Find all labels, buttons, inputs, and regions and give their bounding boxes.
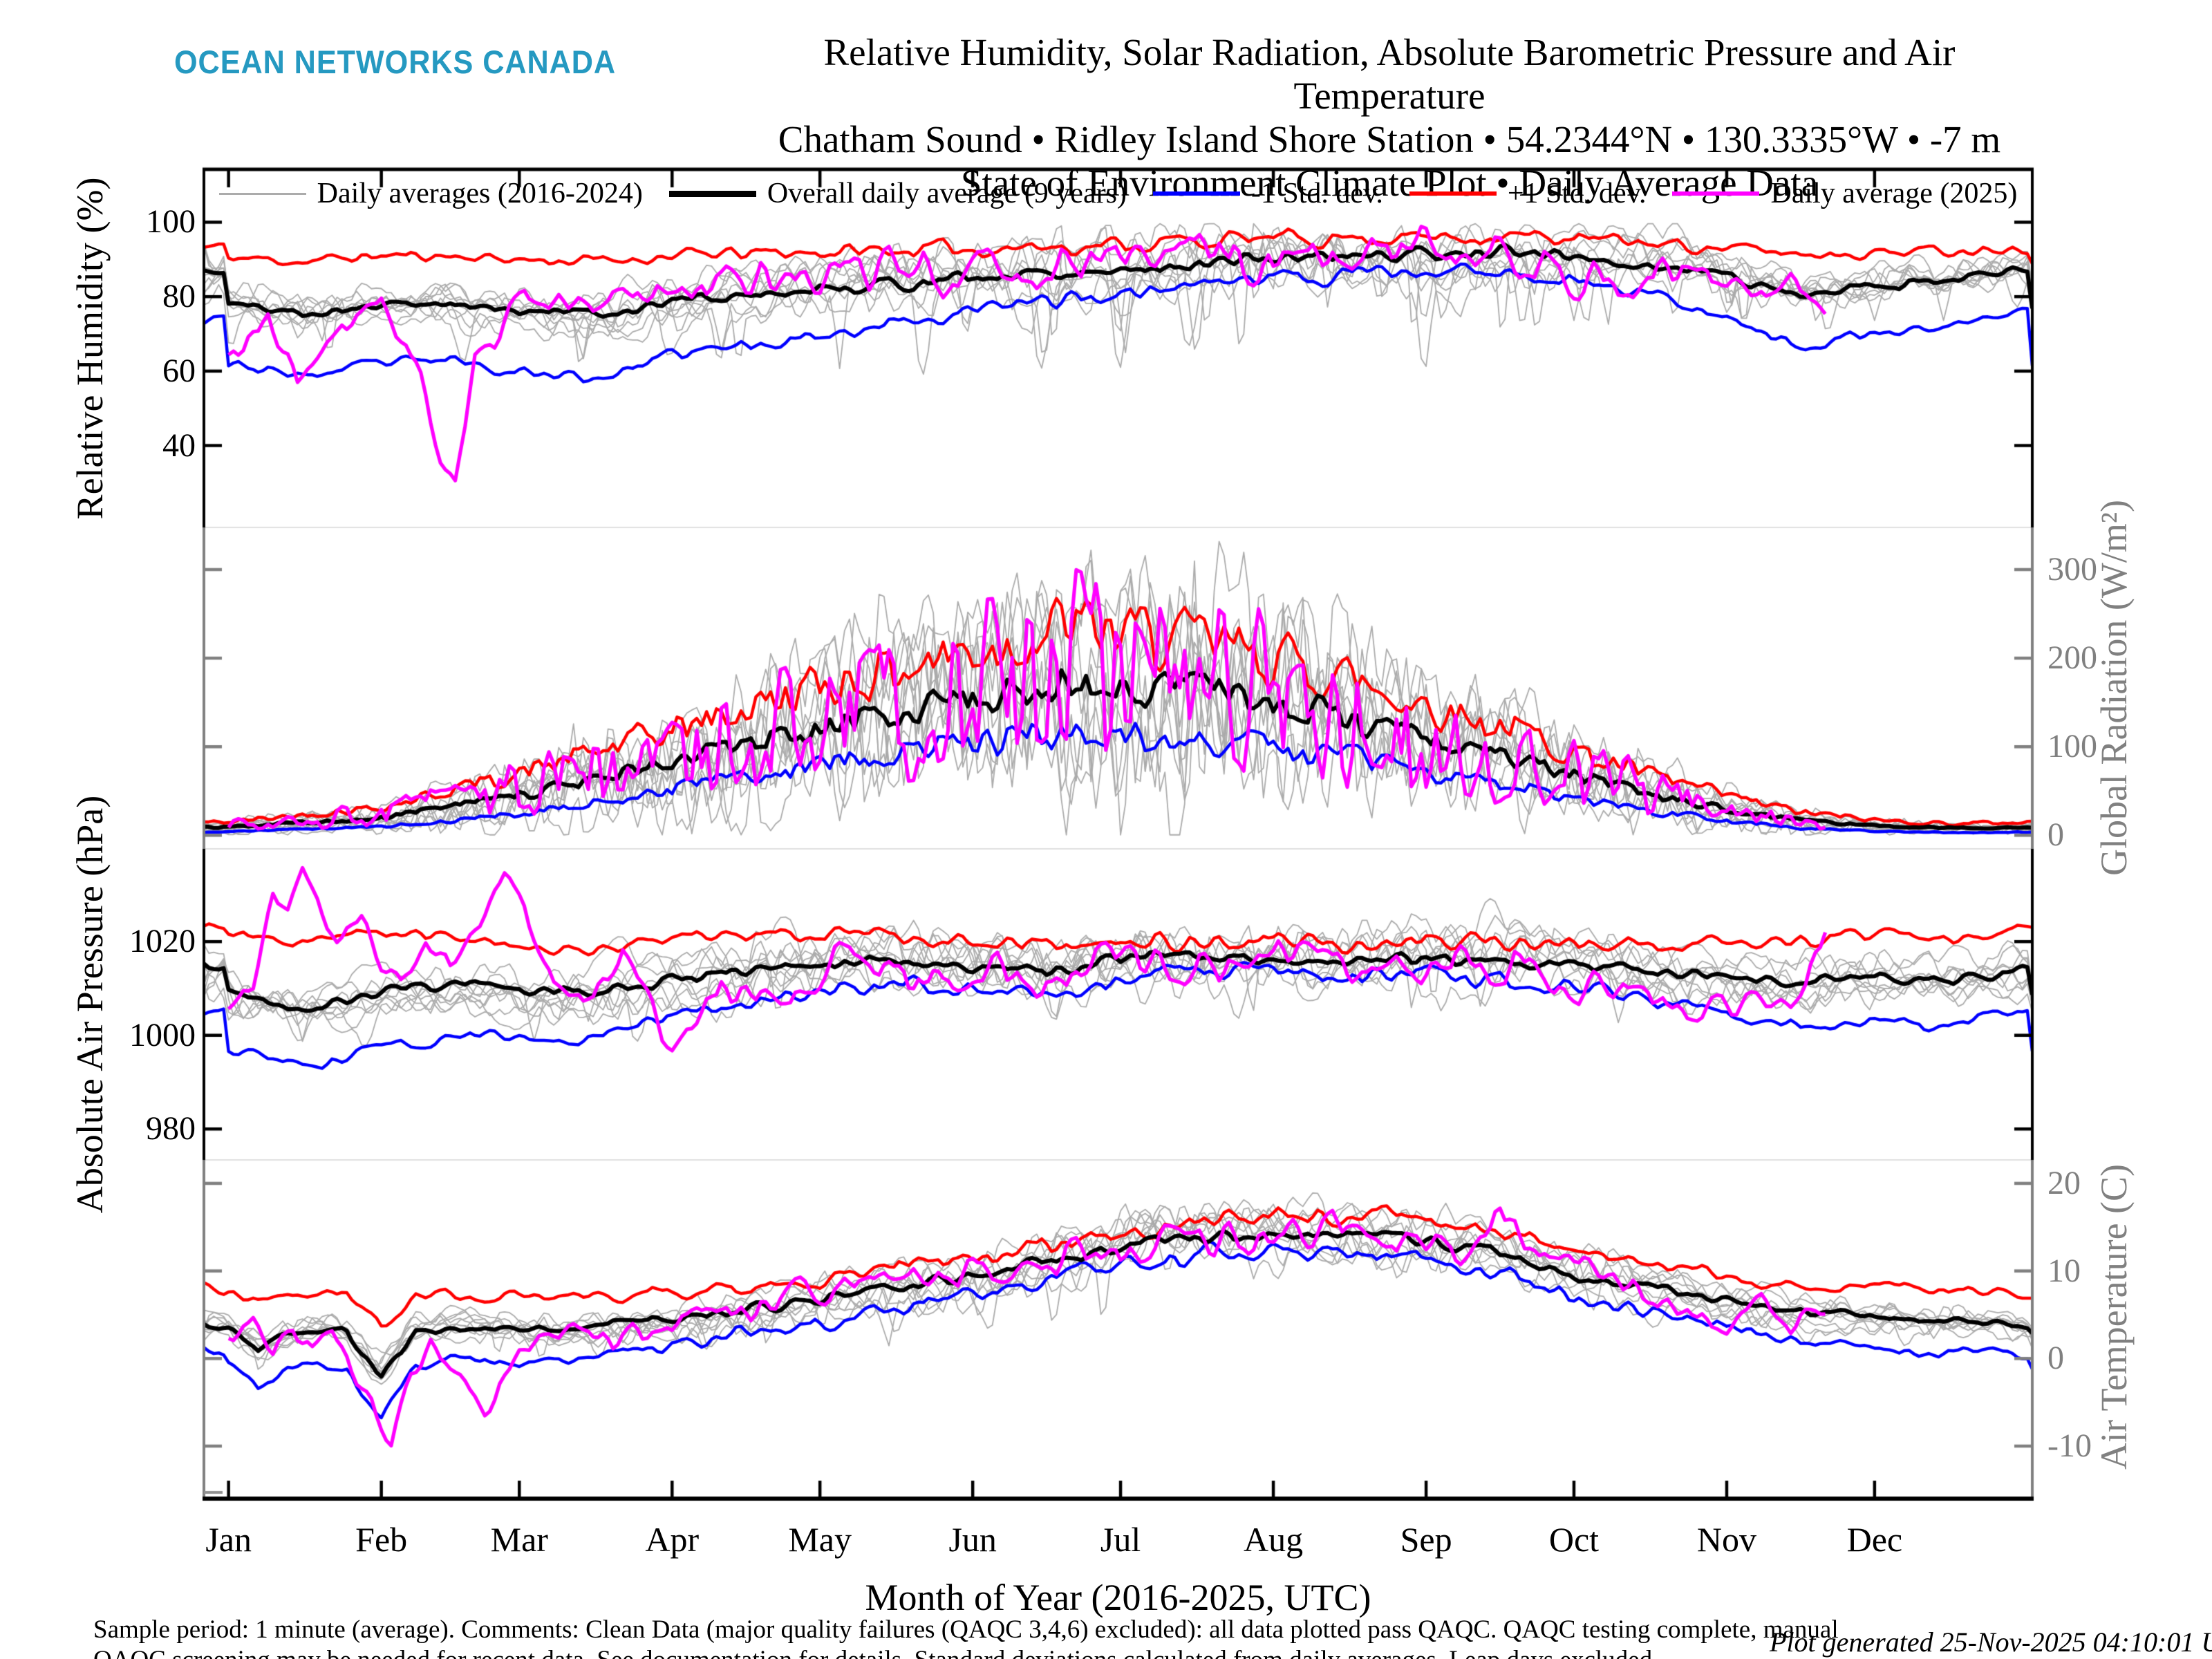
ytick-label-global-radiation-300: 300	[2047, 550, 2097, 588]
legend-line-swatch-3	[1409, 191, 1497, 196]
ytick-label-relative-humidity-100: 100	[146, 203, 196, 241]
legend-label-0: Daily averages (2016-2024)	[317, 178, 643, 209]
ytick-label-air-temperature-0: 0	[2047, 1340, 2064, 1377]
ytick-label-relative-humidity-40: 40	[162, 427, 196, 464]
xtick-label-oct: Oct	[1548, 1520, 1600, 1559]
xtick-label-jul: Jul	[1100, 1520, 1141, 1559]
x-axis-title: Month of Year (2016-2025, UTC)	[865, 1577, 1371, 1618]
legend-item-1: Overall daily average (9 years)	[668, 177, 1127, 210]
footer-comments-line1: Sample period: 1 minute (average). Comme…	[93, 1615, 1839, 1644]
xtick-label-mar: Mar	[490, 1520, 548, 1559]
ytick-label-air-temperature--10: -10	[2047, 1427, 2092, 1464]
title-line-2: Chatham Sound • Ridley Island Shore Stat…	[778, 118, 2001, 160]
title-line-1: Relative Humidity, Solar Radiation, Abso…	[823, 31, 1956, 117]
y-axis-title-air-temperature: Air Temperature (C)	[2093, 1163, 2135, 1470]
legend-item-4: Daily average (2025)	[1672, 177, 2017, 210]
ytick-label-relative-humidity-60: 60	[162, 352, 196, 389]
footer-comments-line2: QAQC screening may be needed for recent …	[93, 1645, 1794, 1659]
legend-line-swatch-4	[1672, 191, 1760, 196]
legend-label-1: Overall daily average (9 years)	[767, 178, 1127, 209]
ytick-label-global-radiation-200: 200	[2047, 639, 2097, 677]
ytick-label-absolute-air-pressure-1020: 1020	[129, 923, 196, 960]
ytick-label-air-temperature-20: 20	[2047, 1164, 2081, 1201]
ytick-label-relative-humidity-80: 80	[162, 278, 196, 315]
ytick-label-absolute-air-pressure-980: 980	[146, 1110, 196, 1147]
title-line-3: State of Environment Climate Plot • Dail…	[960, 162, 1819, 204]
plot-generated-timestamp: Plot generated 25-Nov-2025 04:10:01 UTC	[1770, 1627, 2212, 1658]
plot-title: Relative Humidity, Solar Radiation, Abso…	[733, 30, 2046, 205]
legend-label-2: -1 Std. dev.	[1250, 178, 1383, 209]
xtick-label-aug: Aug	[1244, 1520, 1304, 1559]
ytick-label-absolute-air-pressure-1000: 1000	[129, 1016, 196, 1053]
ocean-networks-canada-logo: OCEAN NETWORKS CANADA	[174, 44, 617, 80]
legend-item-0: Daily averages (2016-2024)	[218, 177, 643, 210]
xtick-label-dec: Dec	[1846, 1520, 1903, 1559]
y-axis-title-air-pressure: Absolute Air Pressure (hPa)	[69, 795, 111, 1214]
ytick-label-global-radiation-100: 100	[2047, 728, 2097, 765]
xtick-label-sep: Sep	[1400, 1520, 1452, 1559]
legend-line-swatch-1	[668, 190, 756, 197]
legend-label-3: +1 Std. dev.	[1507, 178, 1647, 209]
xtick-label-jan: Jan	[205, 1520, 252, 1559]
legend-item-3: +1 Std. dev.	[1409, 177, 1647, 210]
legend-line-swatch-2	[1152, 191, 1240, 196]
legend: Daily averages (2016-2024) Overall daily …	[204, 177, 2032, 210]
xtick-label-apr: Apr	[645, 1520, 700, 1559]
xtick-label-feb: Feb	[355, 1520, 408, 1559]
xtick-label-jun: Jun	[948, 1520, 997, 1559]
xtick-label-nov: Nov	[1696, 1520, 1757, 1559]
ytick-label-global-radiation-0: 0	[2047, 816, 2064, 854]
legend-label-4: Daily average (2025)	[1770, 178, 2018, 209]
legend-item-2: -1 Std. dev.	[1152, 177, 1383, 210]
xtick-label-may: May	[788, 1520, 852, 1559]
ytick-label-air-temperature-10: 10	[2047, 1252, 2081, 1289]
legend-line-swatch-0	[218, 192, 306, 195]
